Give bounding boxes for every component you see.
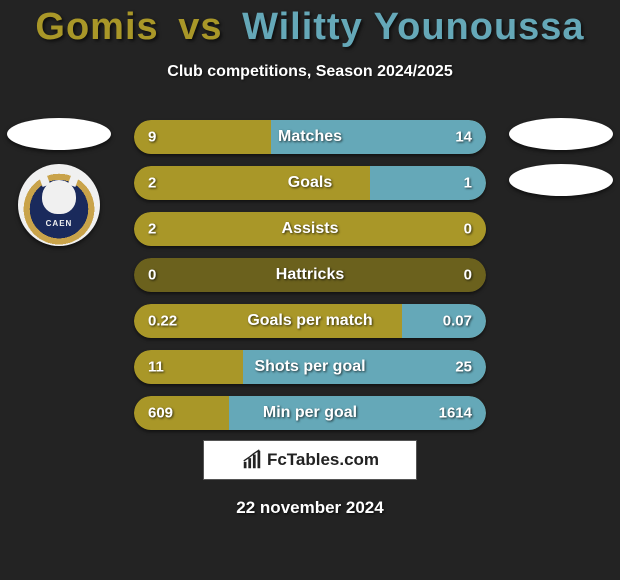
stat-value-right: 14	[455, 129, 472, 146]
stat-value-right: 25	[455, 359, 472, 376]
stat-value-left: 0.22	[148, 313, 177, 330]
stats-chart: 9 Matches 14 2 Goals 1 2 Assists 0 0 Hattricks 0 0.2…	[134, 120, 486, 430]
stat-row: 2 Goals 1	[134, 166, 486, 200]
stat-row: 9 Matches 14	[134, 120, 486, 154]
player2-club-badge	[509, 164, 613, 196]
stat-row: 0.22 Goals per match 0.07	[134, 304, 486, 338]
right-badges-column	[506, 118, 616, 196]
player1-country-flag	[7, 118, 111, 150]
player2-name: Wilitty Younoussa	[242, 6, 585, 48]
stat-label: Assists	[282, 220, 339, 238]
stat-value-right: 1614	[439, 405, 472, 422]
branding-box[interactable]: FcTables.com	[203, 440, 417, 480]
stat-row: 2 Assists 0	[134, 212, 486, 246]
page-title: Gomis vs Wilitty Younoussa	[0, 0, 620, 49]
player2-country-flag	[509, 118, 613, 150]
stat-label: Shots per goal	[254, 358, 365, 376]
stat-value-right: 0	[464, 221, 472, 238]
branding-text: FcTables.com	[267, 450, 379, 470]
player1-club-badge	[18, 164, 100, 246]
stat-value-left: 2	[148, 221, 156, 238]
left-badges-column	[4, 118, 114, 246]
stat-row: 609 Min per goal 1614	[134, 396, 486, 430]
stat-value-left: 9	[148, 129, 156, 146]
stat-label: Min per goal	[263, 404, 357, 422]
date-text: 22 november 2024	[236, 498, 383, 518]
vs-text: vs	[178, 6, 222, 48]
player1-name: Gomis	[35, 6, 158, 48]
chart-icon	[241, 449, 263, 471]
stat-row: 11 Shots per goal 25	[134, 350, 486, 384]
stat-label: Goals per match	[247, 312, 372, 330]
stat-value-left: 2	[148, 175, 156, 192]
club-badge-emblem	[42, 180, 76, 214]
stat-label: Hattricks	[276, 266, 344, 284]
stat-fill-left	[134, 166, 370, 200]
stat-value-left: 11	[148, 359, 164, 376]
stat-value-left: 609	[148, 405, 173, 422]
subtitle: Club competitions, Season 2024/2025	[0, 63, 620, 81]
stat-label: Matches	[278, 128, 342, 146]
stat-value-right: 0.07	[443, 313, 472, 330]
stat-value-right: 1	[464, 175, 472, 192]
stat-value-left: 0	[148, 267, 156, 284]
stat-row: 0 Hattricks 0	[134, 258, 486, 292]
stat-label: Goals	[288, 174, 332, 192]
stat-value-right: 0	[464, 267, 472, 284]
